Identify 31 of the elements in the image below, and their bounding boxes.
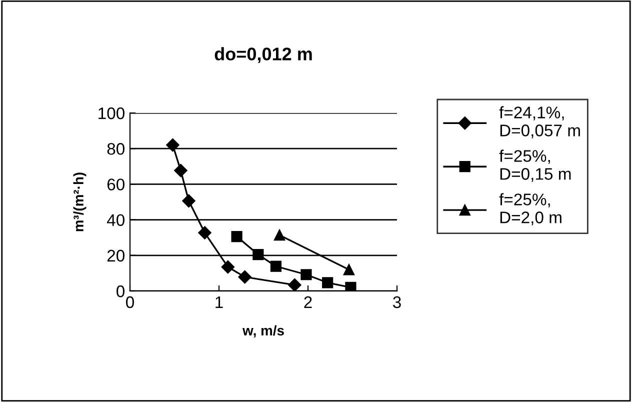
point [238, 270, 252, 284]
point [288, 278, 302, 291]
point [198, 226, 212, 240]
y-tick-label: 20 [107, 250, 124, 262]
y-tick-label: 0 [116, 285, 124, 298]
point [345, 282, 356, 291]
x-tick-label: 2 [304, 296, 312, 308]
legend-label: f=24,1%, D=0,057 m [499, 106, 580, 138]
chart-title: do=0,012 m [214, 47, 312, 64]
point [343, 264, 354, 276]
y-tick-label: 100 [98, 107, 124, 120]
x-tick-label: 1 [216, 296, 223, 308]
point [252, 248, 264, 260]
point [174, 164, 188, 178]
point [231, 230, 242, 242]
y-tick-label: 40 [106, 214, 124, 226]
point [300, 269, 312, 280]
point [182, 194, 196, 208]
point [166, 138, 180, 152]
x-tick-label: 3 [393, 296, 401, 308]
y-axis-title: m³/(m²·h) [73, 172, 86, 232]
legend-label: f=25%, D=0,15 m [499, 150, 571, 182]
y-tick-label: 60 [107, 178, 124, 190]
x-axis-title: w, m/s [242, 325, 284, 338]
x-tick-label: 0 [126, 296, 134, 308]
point [274, 230, 286, 241]
y-tick-label: 80 [107, 143, 124, 155]
legend-label: f=25%, D=2,0 m [499, 193, 562, 226]
point [221, 260, 234, 274]
point [270, 260, 282, 272]
point [322, 277, 334, 288]
